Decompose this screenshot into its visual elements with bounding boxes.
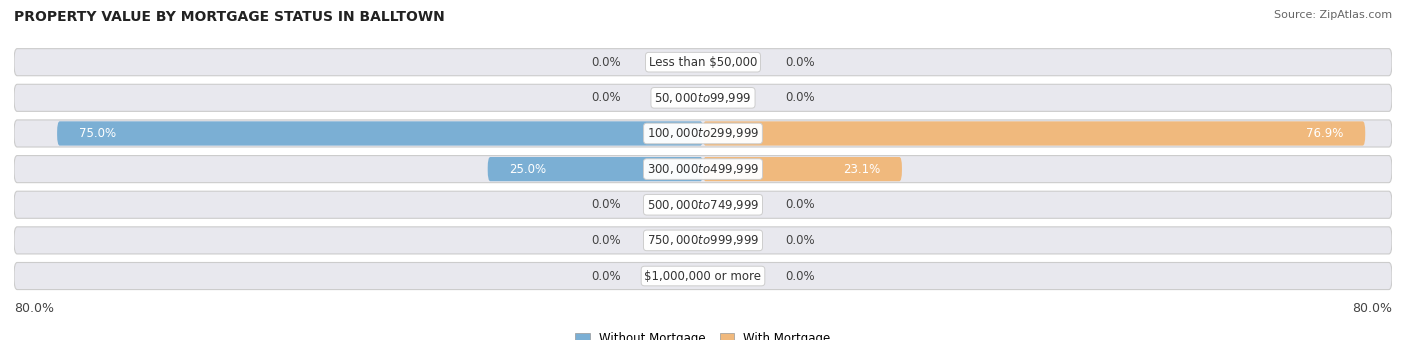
Text: $300,000 to $499,999: $300,000 to $499,999 — [647, 162, 759, 176]
Text: $750,000 to $999,999: $750,000 to $999,999 — [647, 233, 759, 248]
Text: 23.1%: 23.1% — [844, 163, 880, 175]
Text: 80.0%: 80.0% — [1353, 302, 1392, 315]
FancyBboxPatch shape — [703, 121, 1365, 146]
FancyBboxPatch shape — [14, 120, 1392, 147]
Text: $1,000,000 or more: $1,000,000 or more — [644, 270, 762, 283]
Text: 76.9%: 76.9% — [1306, 127, 1344, 140]
Text: 0.0%: 0.0% — [785, 56, 814, 69]
Text: 0.0%: 0.0% — [592, 234, 621, 247]
Text: Source: ZipAtlas.com: Source: ZipAtlas.com — [1274, 10, 1392, 20]
Text: 0.0%: 0.0% — [785, 198, 814, 211]
FancyBboxPatch shape — [14, 156, 1392, 183]
FancyBboxPatch shape — [14, 191, 1392, 218]
Text: 80.0%: 80.0% — [14, 302, 53, 315]
FancyBboxPatch shape — [703, 157, 901, 181]
Text: 0.0%: 0.0% — [592, 56, 621, 69]
FancyBboxPatch shape — [14, 262, 1392, 290]
Text: $100,000 to $299,999: $100,000 to $299,999 — [647, 126, 759, 140]
Text: 25.0%: 25.0% — [509, 163, 547, 175]
FancyBboxPatch shape — [14, 227, 1392, 254]
Text: 0.0%: 0.0% — [785, 234, 814, 247]
Legend: Without Mortgage, With Mortgage: Without Mortgage, With Mortgage — [571, 328, 835, 340]
FancyBboxPatch shape — [58, 121, 703, 146]
FancyBboxPatch shape — [488, 157, 703, 181]
Text: 0.0%: 0.0% — [785, 91, 814, 104]
Text: PROPERTY VALUE BY MORTGAGE STATUS IN BALLTOWN: PROPERTY VALUE BY MORTGAGE STATUS IN BAL… — [14, 10, 444, 24]
Text: Less than $50,000: Less than $50,000 — [648, 56, 758, 69]
Text: 0.0%: 0.0% — [592, 198, 621, 211]
Text: $500,000 to $749,999: $500,000 to $749,999 — [647, 198, 759, 212]
Text: 0.0%: 0.0% — [592, 270, 621, 283]
FancyBboxPatch shape — [14, 49, 1392, 76]
Text: 0.0%: 0.0% — [592, 91, 621, 104]
FancyBboxPatch shape — [14, 84, 1392, 112]
Text: 0.0%: 0.0% — [785, 270, 814, 283]
Text: 75.0%: 75.0% — [79, 127, 115, 140]
Text: $50,000 to $99,999: $50,000 to $99,999 — [654, 91, 752, 105]
